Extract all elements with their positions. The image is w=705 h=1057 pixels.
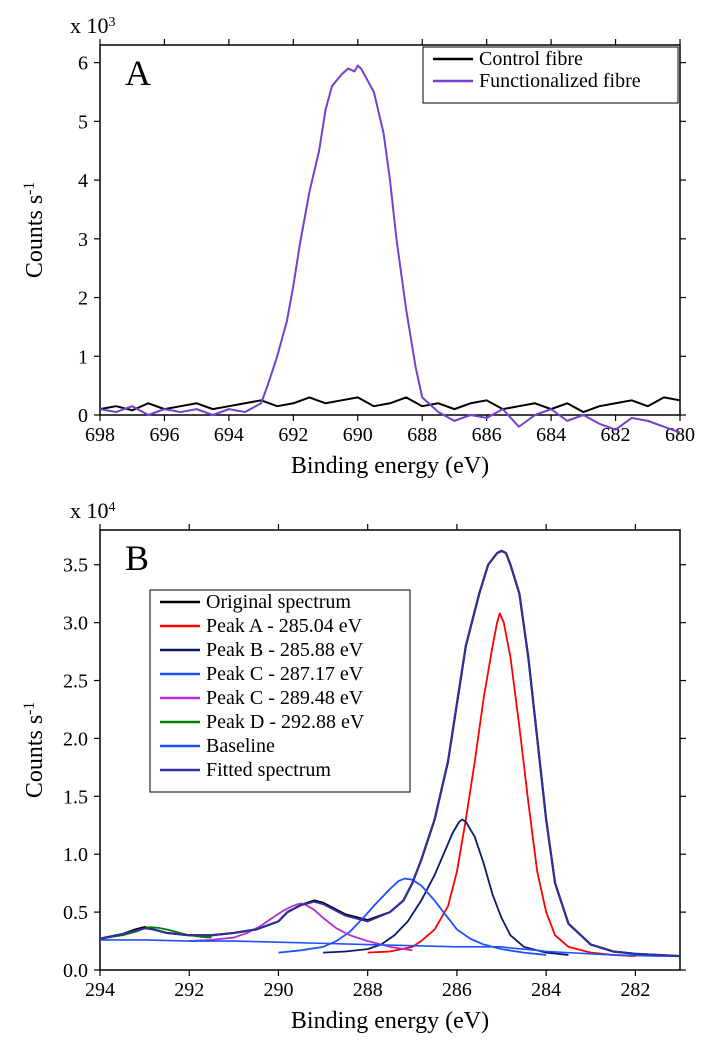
svg-text:Control fibre: Control fibre: [479, 48, 583, 70]
svg-text:688: 688: [407, 424, 437, 446]
svg-text:3: 3: [78, 229, 88, 251]
svg-text:Peak D - 292.88 eV: Peak D - 292.88 eV: [206, 711, 365, 733]
svg-text:Fitted spectrum: Fitted spectrum: [206, 759, 331, 781]
svg-text:284: 284: [531, 979, 561, 1001]
svg-text:2: 2: [78, 288, 88, 310]
svg-text:Peak C - 289.48 eV: Peak C - 289.48 eV: [206, 687, 364, 709]
svg-text:2.0: 2.0: [63, 728, 88, 750]
svg-text:692: 692: [278, 424, 308, 446]
svg-text:Baseline: Baseline: [206, 735, 275, 757]
svg-text:696: 696: [149, 424, 179, 446]
panel-b-svg: 294 292 290 288 286 284 282 0.0 0.5 1.0 1.5 2.0 2.5 3…: [0, 490, 705, 1050]
svg-text:Counts s-1: Counts s-1: [21, 182, 49, 278]
svg-text:2.5: 2.5: [63, 671, 88, 693]
svg-text:x 103: x 103: [70, 13, 116, 38]
svg-text:6: 6: [78, 53, 88, 75]
svg-text:3.0: 3.0: [63, 613, 88, 635]
svg-text:Counts s-1: Counts s-1: [21, 702, 49, 798]
svg-text:288: 288: [353, 979, 383, 1001]
svg-text:Peak C - 287.17 eV: Peak C - 287.17 eV: [206, 663, 364, 685]
svg-text:694: 694: [214, 424, 244, 446]
svg-text:684: 684: [536, 424, 566, 446]
svg-text:0: 0: [78, 405, 88, 427]
svg-text:0.0: 0.0: [63, 960, 88, 982]
svg-text:x 104: x 104: [70, 498, 116, 523]
svg-text:682: 682: [601, 424, 631, 446]
svg-text:5: 5: [78, 111, 88, 133]
svg-text:698: 698: [85, 424, 115, 446]
svg-text:286: 286: [442, 979, 472, 1001]
svg-text:Binding energy (eV): Binding energy (eV): [291, 453, 489, 479]
svg-text:4: 4: [78, 170, 88, 192]
svg-text:Functionalized fibre: Functionalized fibre: [479, 70, 641, 92]
svg-text:A: A: [125, 53, 151, 93]
svg-text:1: 1: [78, 346, 88, 368]
svg-text:282: 282: [620, 979, 650, 1001]
svg-text:0.5: 0.5: [63, 902, 88, 924]
svg-text:294: 294: [85, 979, 115, 1001]
svg-text:686: 686: [472, 424, 502, 446]
svg-text:Peak A - 285.04 eV: Peak A - 285.04 eV: [206, 615, 363, 637]
figure-container: 698 696 694 692 690 688 686 684 682 680 0 1 2 3 4 5 6 Bin…: [0, 0, 705, 1050]
svg-text:3.5: 3.5: [63, 555, 88, 577]
svg-text:B: B: [125, 538, 149, 578]
svg-text:290: 290: [263, 979, 293, 1001]
svg-text:Peak B - 285.88 eV: Peak B - 285.88 eV: [206, 639, 364, 661]
svg-text:690: 690: [343, 424, 373, 446]
panel-a-svg: 698 696 694 692 690 688 686 684 682 680 0 1 2 3 4 5 6 Bin…: [0, 0, 705, 490]
svg-text:Binding energy (eV): Binding energy (eV): [291, 1008, 489, 1034]
svg-text:680: 680: [665, 424, 695, 446]
svg-text:1.5: 1.5: [63, 786, 88, 808]
svg-text:1.0: 1.0: [63, 844, 88, 866]
svg-text:292: 292: [174, 979, 204, 1001]
svg-text:Original spectrum: Original spectrum: [206, 591, 351, 613]
